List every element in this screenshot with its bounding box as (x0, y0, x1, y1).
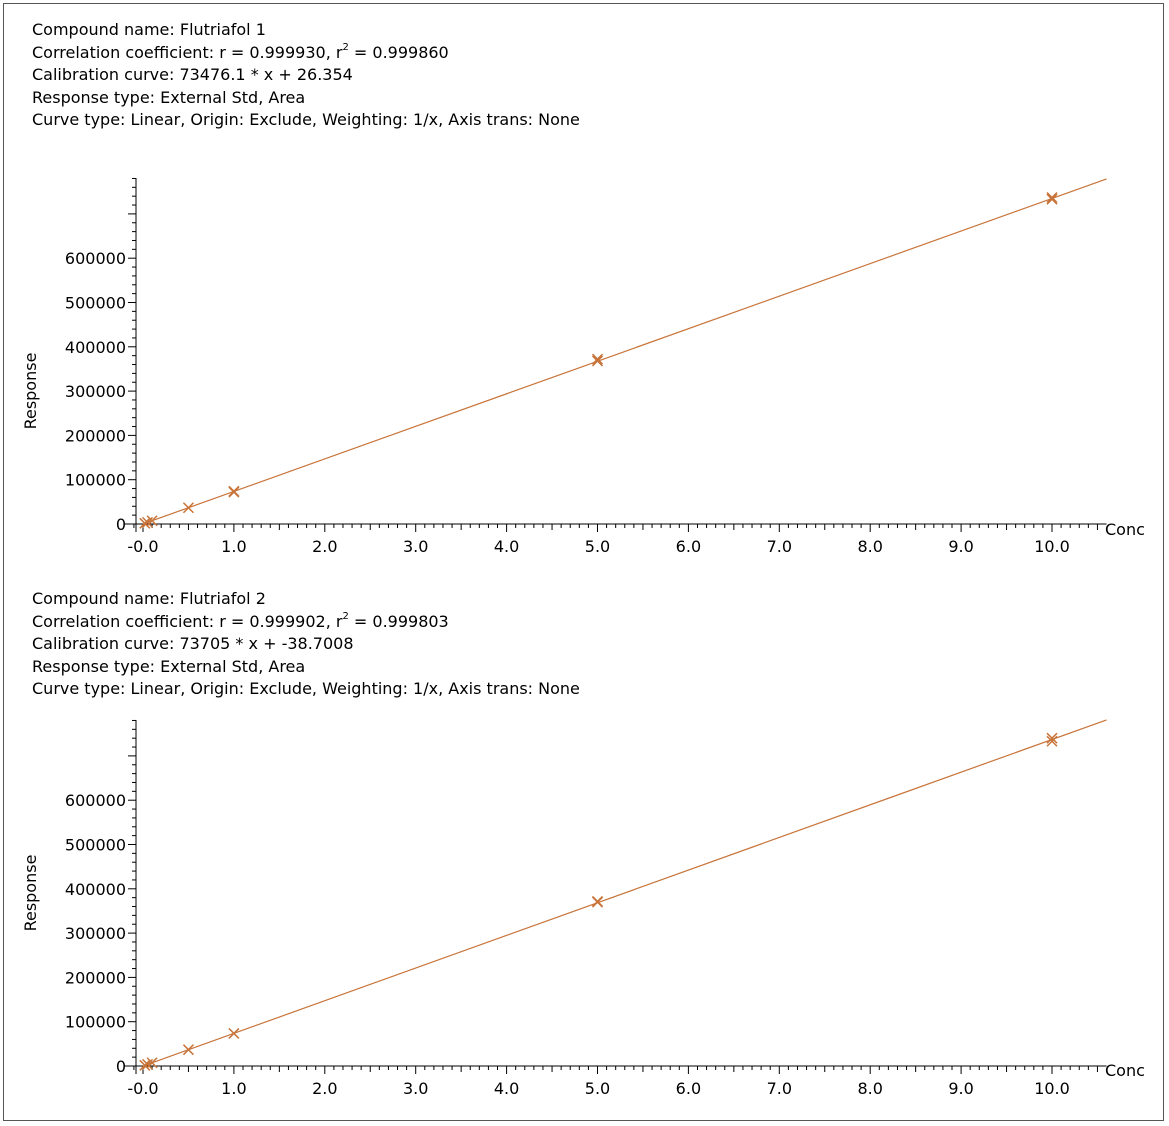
data-point (182, 1044, 194, 1056)
x-tick-label: 9.0 (948, 537, 973, 556)
data-point (591, 895, 604, 907)
data-point (228, 485, 240, 497)
x-tick-label: 1.0 (221, 537, 246, 556)
x-tick-label: 1.0 (221, 1079, 246, 1098)
calibration-info-2: Compound name: Flutriafol 2 Correlation … (32, 588, 580, 701)
y-axis-label: Response (21, 855, 40, 932)
regression-line (142, 719, 1107, 1067)
x-tick-label: 9.0 (948, 1079, 973, 1098)
x-tick-label: 2.0 (312, 537, 337, 556)
compound-name: Compound name: Flutriafol 1 (32, 20, 266, 39)
data-point (139, 517, 151, 529)
y-tick-label: 300000 (65, 382, 126, 401)
curve-type: Curve type: Linear, Origin: Exclude, Wei… (32, 679, 580, 698)
x-tick-label: 5.0 (585, 537, 610, 556)
response-type: Response type: External Std, Area (32, 656, 306, 676)
y-tick-label: 0 (116, 515, 126, 534)
x-axis-label: Conc (1105, 520, 1145, 539)
response-type: Response type: External Std, Area (32, 87, 306, 107)
x-tick-label: -0.0 (127, 1079, 158, 1098)
data-point (146, 1057, 158, 1069)
data-point (1046, 191, 1058, 204)
calibration-curve: Calibration curve: 73705 * x + -38.7008 (32, 634, 354, 653)
x-tick-label: 5.0 (585, 1079, 610, 1098)
x-tick-label: 8.0 (857, 1079, 882, 1098)
x-tick-label: 8.0 (857, 537, 882, 556)
data-point (228, 1027, 240, 1039)
x-tick-label: 6.0 (676, 1079, 701, 1098)
y-tick-label: 500000 (65, 294, 126, 313)
data-point (1046, 735, 1058, 747)
x-tick-label: 7.0 (767, 537, 792, 556)
y-tick-label: 600000 (65, 249, 126, 268)
data-point (591, 353, 604, 365)
y-tick-label: 100000 (65, 1013, 126, 1032)
calibration-curve: Calibration curve: 73476.1 * x + 26.354 (32, 65, 353, 84)
calibration-chart-2: -0.0 1.0 2.0 3.0 4.0 5.0 6.0 7.0 8.0 9.0 10.0 0 1000… (21, 719, 1145, 1098)
data-point (146, 515, 158, 527)
x-tick-label: 4.0 (494, 1079, 519, 1098)
report-frame: Compound name: Flutriafol 1 Correlation … (3, 3, 1164, 1121)
x-tick-label: -0.0 (127, 537, 158, 556)
calibration-chart-1: -0.0 1.0 2.0 3.0 4.0 5.0 6.0 7.0 8.0 9.0 10.0 0 1000… (21, 177, 1145, 556)
correlation-coefficient: Correlation coefficient: r = 0.999902, r… (32, 611, 449, 631)
compound-name: Compound name: Flutriafol 2 (32, 589, 266, 608)
x-tick-label: 10.0 (1034, 1079, 1070, 1098)
y-tick-label: 300000 (65, 924, 126, 943)
y-tick-label: 400000 (65, 880, 126, 899)
data-point (591, 355, 604, 367)
x-tick-label: 4.0 (494, 537, 519, 556)
data-point (182, 502, 194, 514)
x-tick-label: 2.0 (312, 1079, 337, 1098)
y-tick-label: 100000 (65, 471, 126, 490)
y-tick-label: 200000 (65, 968, 126, 987)
regression-line (142, 178, 1107, 525)
y-tick-label: 600000 (65, 791, 126, 810)
y-axis-label: Response (21, 353, 40, 430)
correlation-coefficient: Correlation coefficient: r = 0.999930, r… (32, 42, 449, 62)
y-tick-label: 500000 (65, 836, 126, 855)
data-point (1046, 732, 1058, 744)
y-tick-label: 200000 (65, 426, 126, 445)
y-tick-label: 400000 (65, 338, 126, 357)
y-tick-label: 0 (116, 1057, 126, 1076)
x-axis-label: Conc (1105, 1061, 1145, 1080)
calibration-info-1: Compound name: Flutriafol 1 Correlation … (32, 19, 580, 132)
data-point (139, 1059, 151, 1071)
x-tick-label: 3.0 (403, 1079, 428, 1098)
x-tick-label: 6.0 (676, 537, 701, 556)
curve-type: Curve type: Linear, Origin: Exclude, Wei… (32, 110, 580, 129)
x-tick-label: 7.0 (767, 1079, 792, 1098)
x-tick-label: 10.0 (1034, 537, 1070, 556)
data-point (1046, 193, 1058, 205)
x-tick-label: 3.0 (403, 537, 428, 556)
